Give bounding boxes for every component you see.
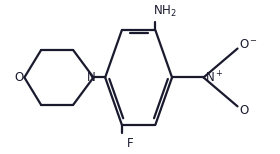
Text: N: N: [87, 71, 95, 84]
Text: O: O: [14, 71, 24, 84]
Text: O$^-$: O$^-$: [239, 38, 258, 51]
Text: O: O: [239, 104, 248, 117]
Text: F: F: [127, 138, 134, 150]
Text: NH$_2$: NH$_2$: [153, 4, 177, 19]
Text: N$^+$: N$^+$: [206, 70, 224, 85]
